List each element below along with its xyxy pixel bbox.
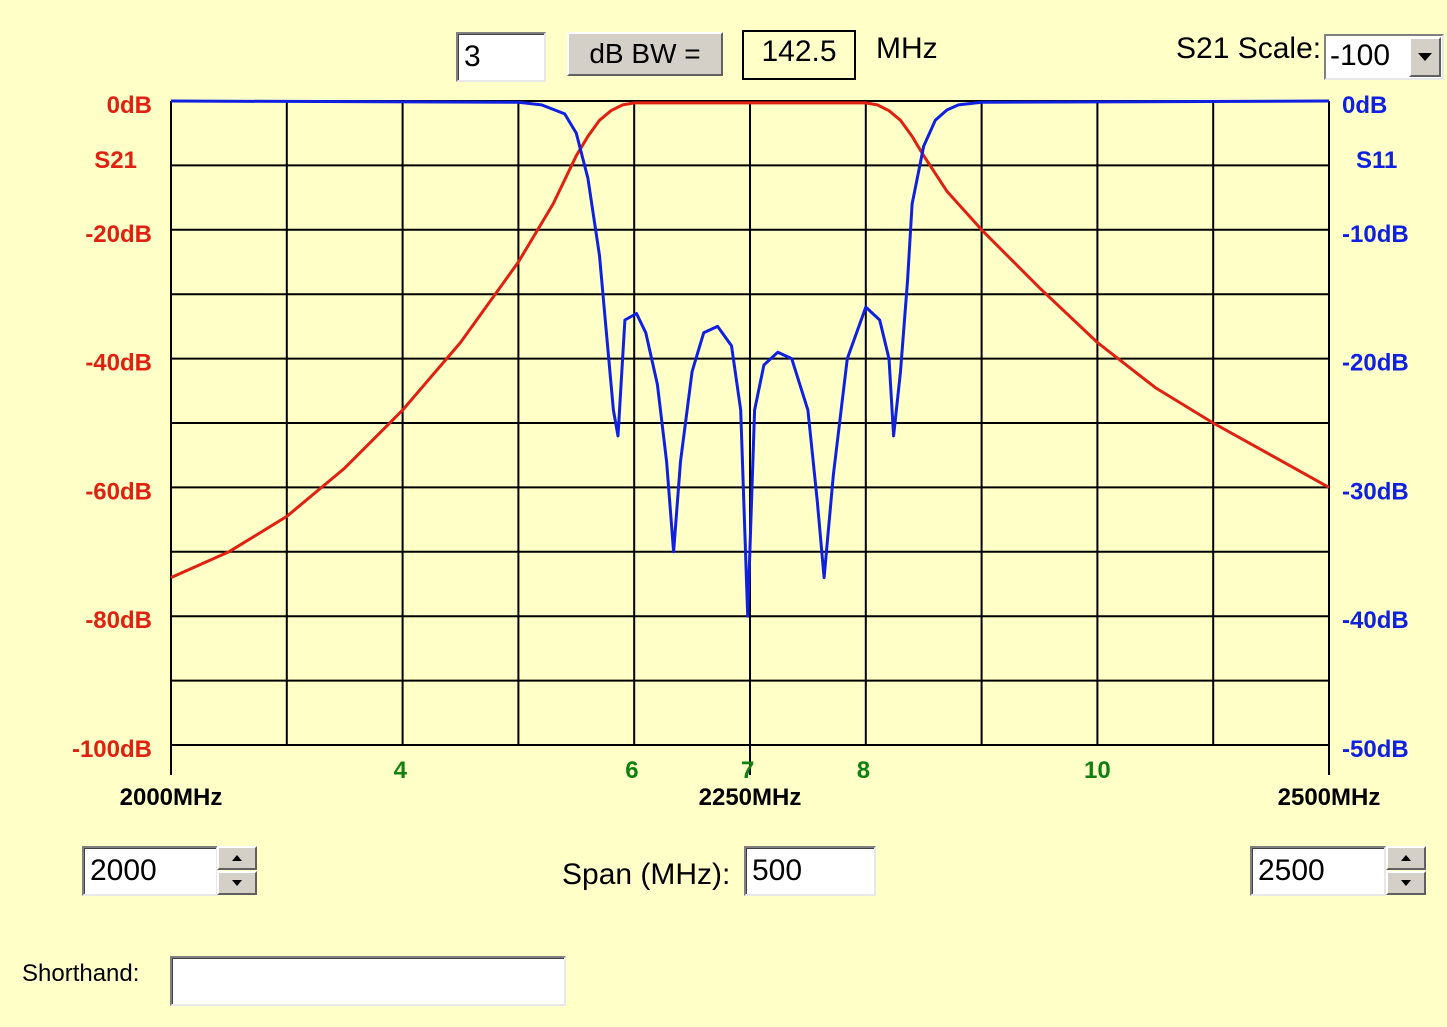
chevron-down-icon[interactable] <box>1409 37 1441 77</box>
s21-scale-label: S21 Scale: <box>1176 32 1322 65</box>
right-axis-tick-label: -20dB <box>1342 350 1409 377</box>
chevron-up-icon <box>1401 855 1411 861</box>
s21-series-line <box>170 101 1330 579</box>
chevron-down-icon <box>1401 880 1411 886</box>
stop-frequency-spinner[interactable] <box>1386 846 1426 896</box>
start-frequency-down-button[interactable] <box>217 871 257 895</box>
filter-response-chart: 0dB -20dB -40dB -60dB -80dB -100dB S21 0dB -10dB… <box>72 92 1409 811</box>
left-axis-tick-label: 0dB <box>107 92 152 119</box>
db-bw-button[interactable]: dB BW = <box>567 32 723 76</box>
span-input[interactable] <box>744 846 876 896</box>
chart-grid <box>170 100 1330 775</box>
bandwidth-unit: MHz <box>876 32 938 65</box>
left-axis-tick-label: -100dB <box>72 736 152 763</box>
right-axis-tick-label: -40dB <box>1342 607 1409 634</box>
stop-frequency-input[interactable] <box>1250 846 1386 896</box>
x-axis-tick-label: 2500MHz <box>1278 784 1381 811</box>
chevron-up-icon <box>232 855 242 861</box>
start-frequency-input[interactable] <box>82 846 218 896</box>
stop-frequency-down-button[interactable] <box>1386 871 1426 895</box>
s11-series-line <box>170 99 1330 618</box>
x-axis-tick-label: 2000MHz <box>120 784 223 811</box>
x-axis-tick-label: 2250MHz <box>699 784 802 811</box>
left-axis-tick-label: -60dB <box>85 478 152 505</box>
stop-frequency-up-button[interactable] <box>1386 846 1426 870</box>
db-level-input[interactable] <box>456 32 546 82</box>
s21-scale-value: -100 <box>1330 39 1391 72</box>
bandwidth-value: 142.5 <box>742 30 856 80</box>
left-axis-tick-label: -20dB <box>85 221 152 248</box>
s11-axis-label: S11 <box>1356 147 1397 174</box>
span-label: Span (MHz): <box>562 858 731 891</box>
left-axis-tick-label: -80dB <box>85 607 152 634</box>
shorthand-input[interactable] <box>170 956 566 1006</box>
x-marker-label: 6 <box>625 757 638 784</box>
x-marker-label: 4 <box>394 757 408 784</box>
s21-axis-label: S21 <box>94 147 137 174</box>
start-frequency-spinner[interactable] <box>217 846 257 896</box>
x-marker-label: 7 <box>741 757 754 784</box>
s21-scale-select[interactable]: -100 <box>1324 34 1444 80</box>
right-axis-tick-label: -50dB <box>1342 736 1409 763</box>
start-frequency-up-button[interactable] <box>217 846 257 870</box>
right-axis-tick-label: -10dB <box>1342 221 1409 248</box>
x-marker-label: 10 <box>1084 757 1111 784</box>
x-marker-label: 8 <box>857 757 870 784</box>
right-axis-tick-label: -30dB <box>1342 478 1409 505</box>
shorthand-label: Shorthand: <box>22 960 140 987</box>
chevron-down-icon <box>232 880 242 886</box>
right-axis-tick-label: 0dB <box>1342 92 1387 119</box>
left-axis-tick-label: -40dB <box>85 350 152 377</box>
